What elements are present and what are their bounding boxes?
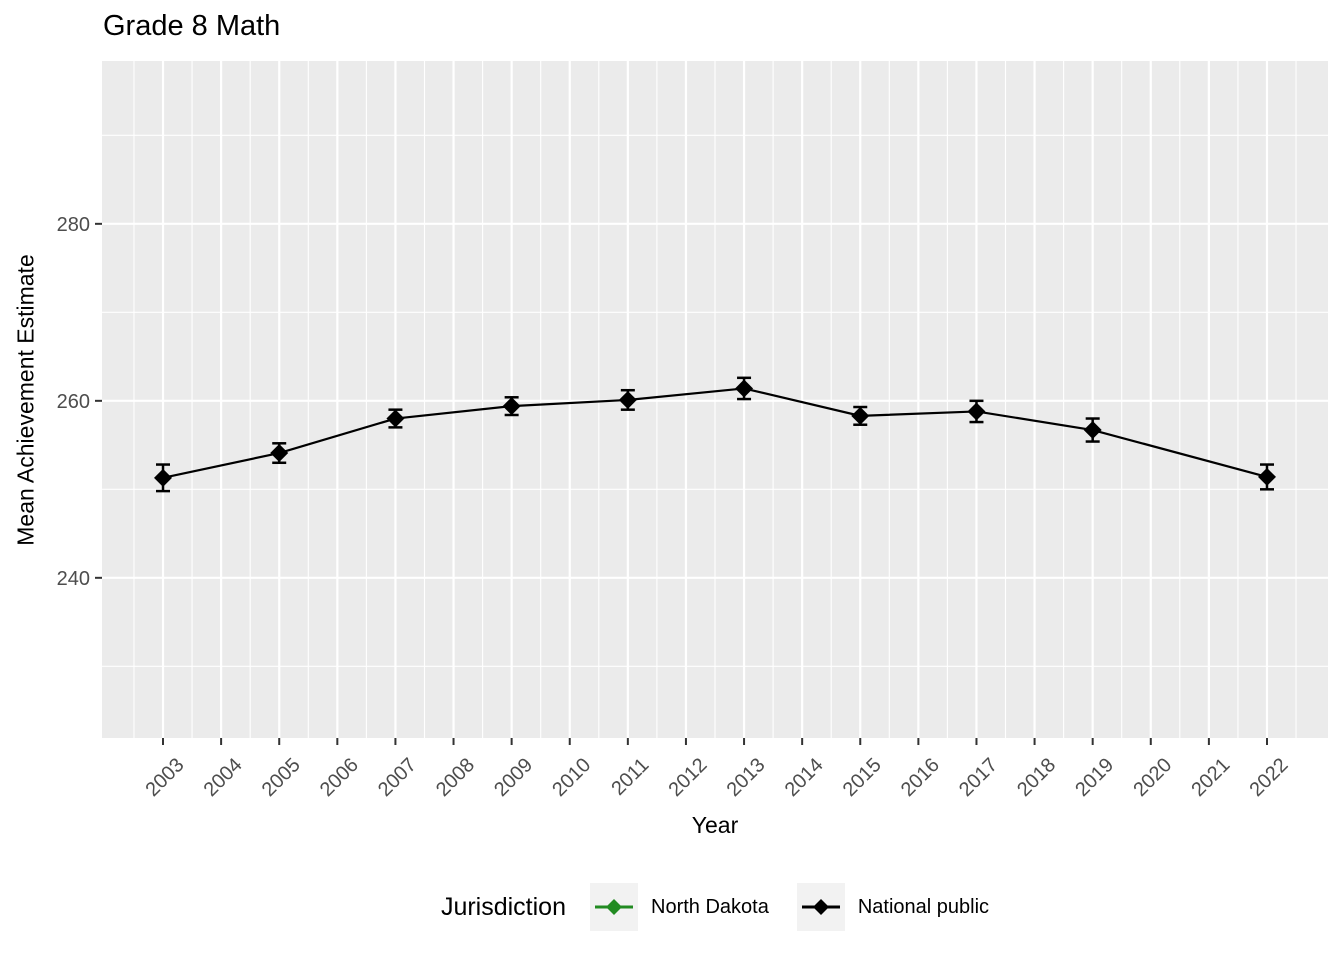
x-tick-label: 2007 [374,754,421,801]
x-tick-label: 2013 [723,754,770,801]
legend-title: Jurisdiction [440,892,566,921]
legend-entry-national-public: National public [796,883,990,931]
x-tick-label: 2008 [432,754,479,801]
y-tick-label: 260 [57,391,90,413]
data-point [618,390,637,409]
legend-key-glyph [801,899,840,915]
x-tick-label: 2010 [548,754,595,801]
data-point [270,444,289,463]
x-tick-label: 2005 [258,754,305,801]
x-tick-label: 2018 [1013,754,1060,801]
x-axis-title: Year [691,812,739,838]
legend: Jurisdiction North Dakota National publi… [102,883,1328,931]
series-line [162,387,1268,479]
x-tick-label: 2012 [664,754,711,801]
x-tick-label: 2021 [1187,754,1234,801]
data-point [851,406,870,425]
y-tick-label: 240 [57,568,90,590]
legend-key-icon [590,883,638,931]
legend-key-glyph [595,899,633,915]
data-point [967,402,986,421]
x-tick-label: 2014 [781,754,828,801]
data-point [1257,467,1276,486]
legend-entry-north-dakota: North Dakota [590,883,769,931]
x-tick-label: 2017 [955,754,1002,801]
data-point [154,468,173,487]
x-tick-label: 2011 [607,754,653,800]
y-tick-label: 280 [57,214,90,236]
data-point [502,397,521,416]
chart-title: Grade 8 Math [103,10,281,42]
legend-label: North Dakota [651,895,769,918]
x-tick-label: 2016 [897,754,944,801]
data-point [386,409,405,428]
x-tick-label: 2020 [1129,754,1176,801]
legend-label: National public [857,895,990,918]
legend-key-icon [796,883,845,931]
x-tick-label: 2004 [200,754,247,801]
x-tick-label: 2009 [490,754,537,801]
data-point [1083,421,1102,440]
x-tick-label: 2003 [142,754,189,801]
x-tick-label: 2019 [1071,754,1118,801]
x-tick-label: 2015 [839,754,886,801]
x-tick-label: 2006 [316,754,363,801]
data-point [735,379,754,398]
x-tick-label: 2022 [1246,754,1293,801]
